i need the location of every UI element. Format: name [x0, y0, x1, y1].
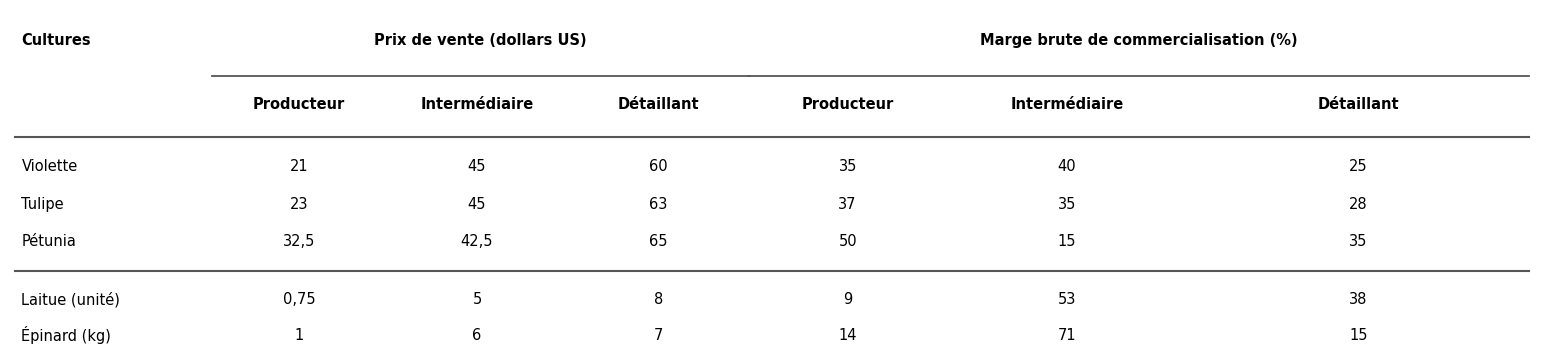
Text: 15: 15 — [1349, 328, 1368, 343]
Text: 50: 50 — [838, 234, 857, 249]
Text: 60: 60 — [648, 159, 669, 174]
Text: 45: 45 — [468, 197, 486, 211]
Text: 23: 23 — [290, 197, 309, 211]
Text: Producteur: Producteur — [253, 97, 346, 112]
Text: 38: 38 — [1349, 292, 1368, 307]
Text: 37: 37 — [838, 197, 857, 211]
Text: Producteur: Producteur — [801, 97, 894, 112]
Text: 53: 53 — [1058, 292, 1076, 307]
Text: 1: 1 — [295, 328, 304, 343]
Text: 35: 35 — [1058, 197, 1076, 211]
Text: 14: 14 — [838, 328, 857, 343]
Text: Épinard (kg): Épinard (kg) — [22, 326, 111, 344]
Text: 0,75: 0,75 — [283, 292, 315, 307]
Text: 32,5: 32,5 — [283, 234, 315, 249]
Text: 71: 71 — [1058, 328, 1076, 343]
Text: 63: 63 — [650, 197, 667, 211]
Text: Intermédiaire: Intermédiaire — [420, 97, 534, 112]
Text: Détaillant: Détaillant — [1317, 97, 1399, 112]
Text: Marge brute de commercialisation (%): Marge brute de commercialisation (%) — [980, 33, 1299, 49]
Text: 7: 7 — [653, 328, 664, 343]
Text: 8: 8 — [655, 292, 662, 307]
Text: 9: 9 — [843, 292, 852, 307]
Text: 35: 35 — [1349, 234, 1368, 249]
Text: 35: 35 — [838, 159, 857, 174]
Text: 65: 65 — [650, 234, 667, 249]
Text: 15: 15 — [1058, 234, 1076, 249]
Text: Violette: Violette — [22, 159, 77, 174]
Text: 40: 40 — [1058, 159, 1076, 174]
Text: Détaillant: Détaillant — [618, 97, 699, 112]
Text: Pétunia: Pétunia — [22, 234, 76, 249]
Text: Laitue (unité): Laitue (unité) — [22, 292, 120, 308]
Text: 25: 25 — [1349, 159, 1368, 174]
Text: 28: 28 — [1349, 197, 1368, 211]
Text: 21: 21 — [290, 159, 309, 174]
Text: 45: 45 — [468, 159, 486, 174]
Text: 42,5: 42,5 — [460, 234, 493, 249]
Text: Cultures: Cultures — [22, 33, 91, 49]
Text: Intermédiaire: Intermédiaire — [1010, 97, 1124, 112]
Text: Tulipe: Tulipe — [22, 197, 65, 211]
Text: 6: 6 — [472, 328, 482, 343]
Text: Prix de vente (dollars US): Prix de vente (dollars US) — [374, 33, 587, 49]
Text: 5: 5 — [472, 292, 482, 307]
